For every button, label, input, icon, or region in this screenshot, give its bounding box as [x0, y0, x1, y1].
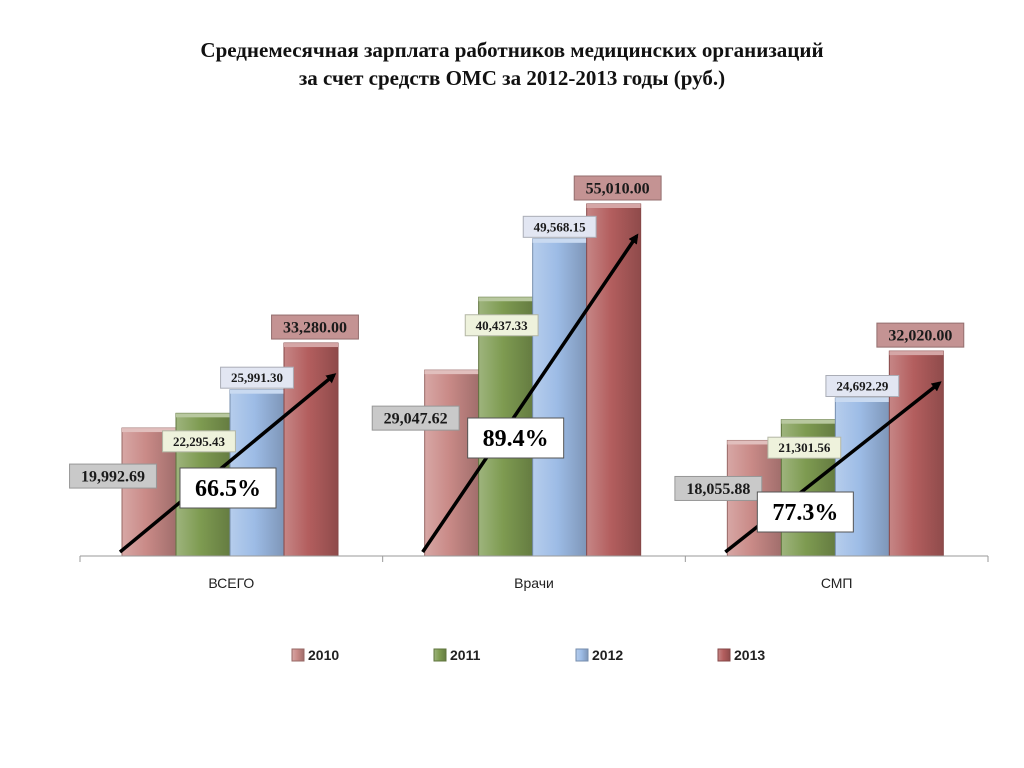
data-label-box: [371, 405, 460, 431]
chart-title-line-1: Среднемесячная зарплата работников медиц…: [200, 38, 824, 62]
data-label: 22,295.43: [173, 434, 226, 449]
data-label-box: [876, 322, 965, 348]
data-label: 29,047.62: [384, 411, 448, 428]
data-label-box: [825, 374, 900, 397]
legend-swatch: [433, 648, 447, 662]
bar-top-highlight: [176, 413, 230, 418]
bar-top-highlight: [122, 428, 176, 433]
legend-swatch: [291, 648, 305, 662]
bar-top-highlight: [424, 370, 479, 375]
data-label-box: [220, 366, 294, 389]
data-label-box: [767, 436, 842, 459]
bar: [532, 238, 588, 557]
bar: [586, 203, 642, 557]
growth-percent-label: 77.3%: [772, 500, 838, 526]
bar-top-highlight: [727, 440, 782, 445]
data-label: 32,020.00: [888, 328, 952, 345]
bar-top-highlight: [532, 238, 587, 243]
data-label-box: [69, 463, 157, 489]
data-label: 18,055.88: [686, 481, 750, 498]
data-label-box: [522, 215, 597, 238]
data-label-box: [573, 175, 662, 201]
data-label-box: [271, 314, 359, 340]
x-tick-label: Врачи: [514, 575, 554, 591]
growth-arrow: [421, 233, 639, 553]
growth-percent-box: [179, 467, 277, 509]
bar-top-highlight: [284, 343, 338, 348]
bar-top-highlight: [586, 204, 641, 208]
legend-swatch: [717, 648, 731, 662]
growth-percent-label: 66.5%: [195, 476, 261, 502]
legend-label: 2011: [450, 647, 481, 663]
x-axis: ВСЕГО Врачи СМП: [79, 555, 989, 591]
data-label-box: [674, 475, 763, 501]
bar-top-highlight: [230, 389, 284, 394]
legend-label: 2010: [308, 647, 339, 663]
data-label: 55,010.00: [586, 181, 650, 198]
data-label: 40,437.33: [476, 318, 529, 333]
bar-top-highlight: [835, 397, 890, 402]
legend-swatch: [575, 648, 589, 662]
x-tick-label: ВСЕГО: [208, 575, 254, 591]
x-tick-label: СМП: [821, 575, 853, 591]
legend-label: 2013: [734, 647, 765, 663]
data-label: 49,568.15: [534, 219, 587, 234]
bar-top-highlight: [781, 419, 836, 424]
bar-top-highlight: [889, 351, 944, 356]
legend-label: 2012: [592, 647, 623, 663]
data-label-box: [162, 430, 236, 453]
growth-arrow: [118, 373, 337, 554]
data-label: 21,301.56: [778, 440, 831, 455]
legend: 2010 2011 2012 2013: [291, 647, 765, 663]
data-label: 19,992.69: [81, 469, 145, 486]
growth-percent-label: 89.4%: [483, 426, 549, 452]
data-label-box: [464, 314, 539, 337]
growth-percent-box: [756, 491, 854, 533]
chart-title: Среднемесячная зарплата работников медиц…: [0, 36, 1024, 92]
data-labels: 19,992.69 22,295.43 25,991.30 33,280.00 66.5…: [69, 175, 965, 533]
growth-percent-box: [467, 417, 565, 459]
data-label: 25,991.30: [231, 370, 283, 385]
data-label: 33,280.00: [283, 320, 347, 337]
chart-title-line-2: за счет средств ОМС за 2012-2013 годы (р…: [298, 66, 726, 90]
bar: [424, 369, 480, 557]
bar-top-highlight: [478, 297, 533, 302]
data-label: 24,692.29: [836, 379, 889, 394]
